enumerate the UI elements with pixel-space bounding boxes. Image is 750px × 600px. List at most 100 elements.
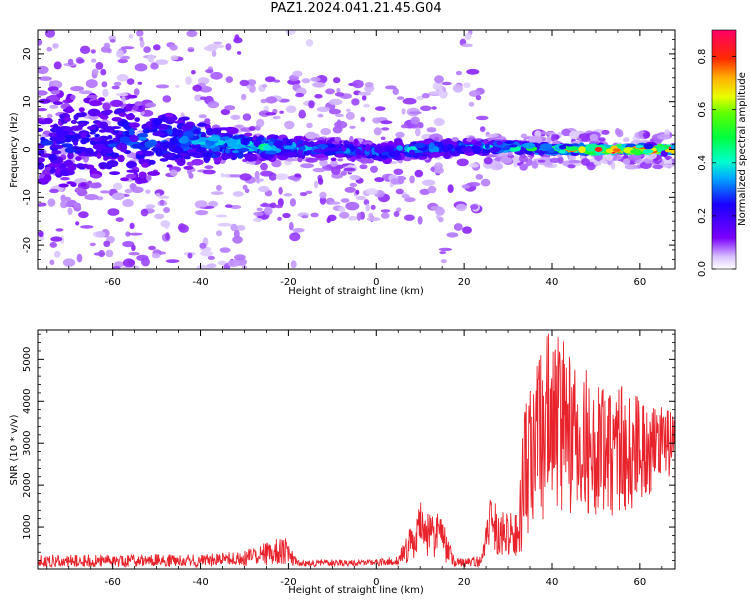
spectrogram-cell <box>225 76 233 83</box>
colorbar: 0.0 0.2 0.4 0.6 0.8 Normalized spectral ampl… <box>697 29 748 277</box>
spectrogram-cell <box>275 204 283 209</box>
spectrogram-cell <box>439 251 447 255</box>
spectrogram-cell <box>324 147 334 152</box>
spectrogram-cell <box>164 112 174 118</box>
spectrogram-cell <box>46 46 52 52</box>
spectrogram-cell <box>260 170 274 177</box>
spectrogram-cell <box>422 179 436 186</box>
spectrogram-cell <box>159 158 169 162</box>
spectrogram-cell <box>140 208 149 217</box>
spectrogram-cell <box>128 34 134 39</box>
spectrogram-cell <box>355 189 360 195</box>
spectrogram-cell <box>70 94 76 101</box>
spectrogram-cell <box>230 114 241 120</box>
spectrogram-cell <box>320 128 332 136</box>
spectrogram-cell <box>236 151 244 159</box>
spectrogram-cell <box>100 190 110 194</box>
spectrogram-cell <box>224 204 233 208</box>
spectrogram-cell <box>349 174 361 181</box>
spectrogram-cell <box>93 252 106 256</box>
spectrogram-cell <box>198 77 210 85</box>
spectrogram-cell <box>258 178 265 182</box>
spectrogram-cell <box>165 259 180 263</box>
spectrogram-cell <box>38 202 47 207</box>
snr-series-line <box>38 333 675 569</box>
spectrogram-cell <box>151 252 161 259</box>
spectrogram-cell <box>325 88 335 95</box>
spectrogram-cell <box>187 252 193 259</box>
spectrogram-cell <box>434 136 440 142</box>
snr-x-tick-label: 0 <box>373 577 379 588</box>
spectrogram-cell <box>84 147 94 156</box>
spectrogram-cell <box>59 169 71 177</box>
spectrogram-cell <box>48 153 58 162</box>
spectrogram-cell <box>236 124 243 128</box>
spectrogram-cell <box>401 194 410 199</box>
spectrogram-cell <box>51 144 64 149</box>
spectrogram-cell <box>60 177 70 181</box>
spectrogram-cell <box>374 146 387 154</box>
spectrogram-cell <box>261 202 268 207</box>
spectrogram-cell <box>78 90 93 95</box>
spectrogram-cell <box>319 191 327 199</box>
spectrogram-cell <box>430 151 441 158</box>
spectrogram-cell <box>235 225 246 231</box>
spectrogram-cell <box>289 198 296 207</box>
spectrogram-cell <box>169 137 179 145</box>
spectrogram-cell <box>195 147 207 153</box>
spectrogram-cell <box>236 51 242 55</box>
spectrogram-cell <box>470 204 479 210</box>
spectrogram-cell <box>113 130 120 134</box>
spectrogram-cell <box>259 157 266 162</box>
spectrogram-cell <box>282 212 291 219</box>
spectrogram-cell <box>408 149 415 156</box>
spectrogram-cell <box>135 137 148 141</box>
spectrogram-cell <box>207 101 220 109</box>
spectrogram-cell <box>81 137 91 143</box>
spectrogram-cell <box>147 54 155 63</box>
spectrogram-cell <box>331 166 341 175</box>
spectrogram-cell <box>94 133 100 138</box>
spectrogram-cell <box>48 132 58 138</box>
spectrogram-cell <box>91 68 99 75</box>
spectrogram-cell <box>166 164 173 168</box>
spectrogram-cell <box>98 162 109 169</box>
spectrogram-cell <box>87 108 101 117</box>
spectrogram-cell <box>165 232 170 241</box>
spectrogram-cell <box>251 147 258 150</box>
spectrogram-cell <box>226 127 239 135</box>
spectrogram-cell <box>167 128 173 136</box>
spectrogram-cell <box>210 191 224 196</box>
spectrogram-cell <box>537 159 546 163</box>
colorbar-frame <box>711 29 737 270</box>
spectrogram-cell <box>131 244 136 252</box>
spectrogram-cell <box>312 167 326 173</box>
spectrogram-cell <box>49 259 55 266</box>
spectrogram-cell <box>402 97 417 105</box>
spectrogram-cell <box>198 201 208 208</box>
spectrogram-cell <box>363 141 373 146</box>
spectrogram-y-label: Frequency (Hz) <box>9 112 20 188</box>
spectrogram-cell <box>119 136 131 144</box>
spectrogram-cell <box>187 48 195 52</box>
spectrogram-cell <box>290 260 297 269</box>
spectrogram-cell <box>345 201 360 211</box>
spectrogram-cell <box>58 183 69 188</box>
spectrogram-cell <box>38 76 52 81</box>
spectrogram-cell <box>70 86 84 92</box>
spectrogram-cell <box>188 172 194 179</box>
colorbar-tick-label: 0.2 <box>697 208 708 224</box>
spectrogram-cell <box>308 141 315 145</box>
spectrogram-cell <box>643 143 654 150</box>
spectrogram-cell <box>241 93 247 101</box>
spectrogram-cell <box>142 128 151 134</box>
spectrogram-cell <box>393 211 400 217</box>
spectrogram-cell <box>423 138 432 145</box>
spectrogram-cell <box>224 105 236 111</box>
spectrogram-cell <box>89 242 96 247</box>
spectrogram-cell <box>230 223 238 232</box>
spectrogram-x-tick-label: 40 <box>546 277 559 288</box>
spectrogram-cell <box>260 162 268 171</box>
spectrogram-cell <box>568 160 582 164</box>
spectrogram-cell <box>139 39 145 48</box>
